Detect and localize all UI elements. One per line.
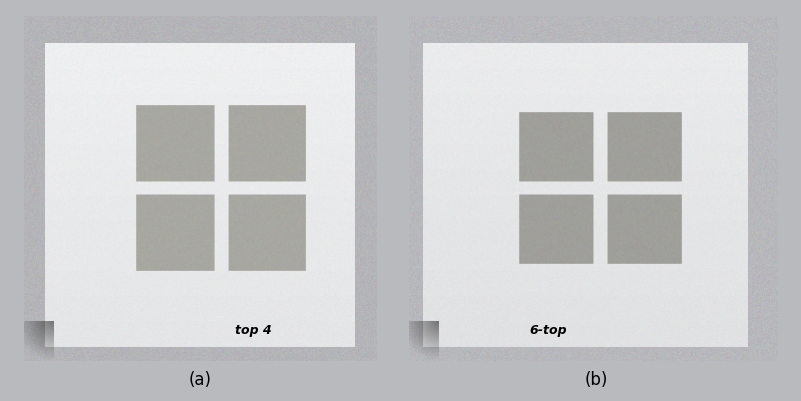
Text: 6-top: 6-top xyxy=(529,324,567,337)
Text: (b): (b) xyxy=(585,371,609,389)
Text: top 4: top 4 xyxy=(235,324,272,337)
Text: (a): (a) xyxy=(189,371,211,389)
